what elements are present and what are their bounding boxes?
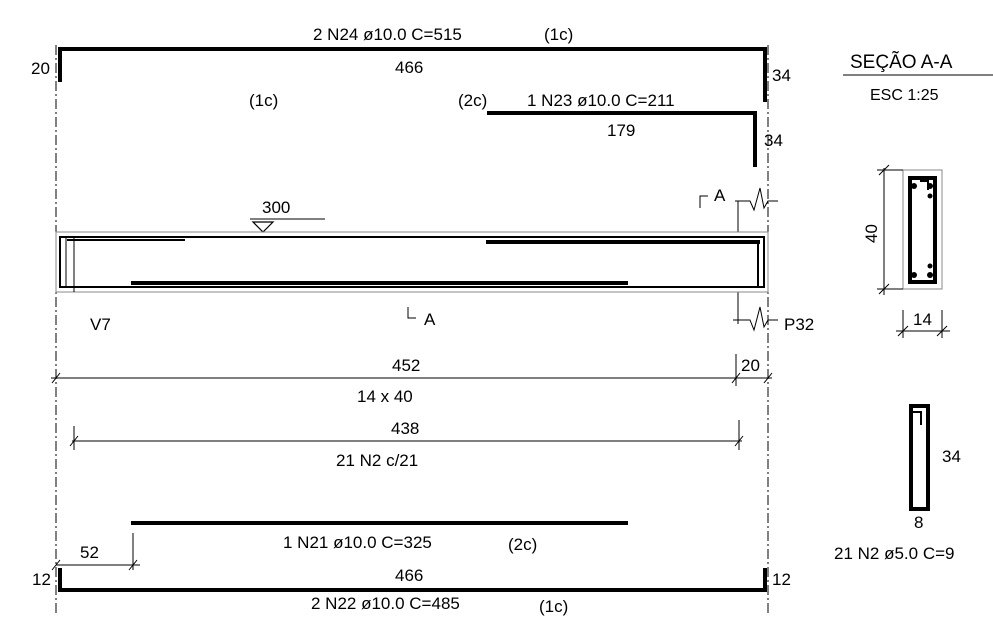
support-name: P32 bbox=[784, 315, 814, 334]
bar-n23-length: 179 bbox=[607, 121, 635, 140]
top-layer-note: (1c) bbox=[249, 91, 278, 110]
section-size-label: 14 x 40 bbox=[357, 387, 413, 406]
bar-n22-hook-left: 12 bbox=[32, 570, 51, 589]
bar-n24-hook-left: 20 bbox=[31, 59, 50, 78]
section-a-a: SEÇÃO A-A ESC 1:25 40 14 bbox=[843, 51, 993, 338]
stirrup-shape: 34 8 21 N2 ø5.0 C=9 bbox=[834, 406, 961, 563]
section-cut-bottom-bracket bbox=[408, 307, 416, 318]
bar-n23-layer: (2c) bbox=[458, 91, 487, 110]
section-scale: ESC 1:25 bbox=[870, 87, 939, 104]
stirrup-shape-outline bbox=[911, 406, 928, 509]
bar-n21-offset: 52 bbox=[80, 543, 99, 562]
section-cut-top-bracket bbox=[700, 196, 708, 208]
level-mark-value: 300 bbox=[262, 198, 290, 217]
span-value: 452 bbox=[392, 356, 420, 375]
stirrup-outline bbox=[60, 237, 764, 287]
beam-outline bbox=[56, 232, 768, 292]
section-bar-bottom-right bbox=[927, 272, 933, 278]
support-width-value: 20 bbox=[741, 356, 760, 375]
bar-n24-hook-right: 34 bbox=[772, 66, 791, 85]
section-bar-top-left bbox=[911, 183, 917, 189]
bar-n23-label: 1 N23 ø10.0 C=211 bbox=[527, 91, 675, 110]
level-mark-triangle bbox=[253, 222, 273, 232]
stirrup-zone-value: 438 bbox=[391, 419, 419, 438]
bar-n21: 1 N21 ø10.0 C=325 (2c) 52 bbox=[52, 523, 626, 570]
column-break-bottom bbox=[733, 307, 778, 330]
section-height-value: 40 bbox=[862, 224, 881, 243]
level-mark: 300 bbox=[250, 198, 325, 232]
span-dimension: 452 20 14 x 40 bbox=[51, 354, 772, 406]
bar-n24-length: 466 bbox=[395, 58, 423, 77]
section-bar-bottom-left bbox=[911, 272, 917, 278]
bar-n23: (2c) 1 N23 ø10.0 C=211 179 34 bbox=[458, 91, 783, 165]
column-break-top bbox=[735, 188, 778, 210]
stirrup-zone-dimension: 438 21 N2 c/21 bbox=[70, 419, 743, 470]
section-bar-top-right bbox=[927, 183, 933, 189]
section-bar-top-second bbox=[928, 194, 933, 199]
stirrup-label: 21 N2 ø5.0 C=9 bbox=[834, 544, 955, 563]
bar-n22: 466 12 12 2 N22 ø10.0 C=485 (1c) bbox=[32, 566, 791, 616]
bar-n23-hook: 34 bbox=[764, 131, 783, 150]
bar-n21-label: 1 N21 ø10.0 C=325 bbox=[283, 533, 432, 552]
section-cut-bottom: A bbox=[408, 307, 436, 329]
bar-n22-hook-right: 12 bbox=[772, 570, 791, 589]
section-title: SEÇÃO A-A bbox=[850, 51, 953, 73]
beam-name: V7 bbox=[90, 315, 111, 334]
section-cut-bottom-letter: A bbox=[424, 310, 436, 329]
section-cut-top: A bbox=[700, 186, 726, 208]
section-bar-bottom-second bbox=[928, 264, 933, 269]
section-width-value: 14 bbox=[913, 310, 932, 329]
bar-n24: 2 N24 ø10.0 C=515 (1c) 466 20 34 bbox=[31, 25, 791, 100]
stirrup-height: 34 bbox=[942, 447, 961, 466]
bar-n22-label: 2 N22 ø10.0 C=485 bbox=[311, 594, 460, 613]
section-stirrup-hook bbox=[920, 181, 928, 190]
bar-n24-label: 2 N24 ø10.0 C=515 bbox=[313, 25, 462, 44]
bar-n22-layer: (1c) bbox=[539, 597, 568, 616]
bar-n22-length: 466 bbox=[395, 566, 423, 585]
bar-n24-layer: (1c) bbox=[544, 25, 573, 44]
bar-n21-layer: (2c) bbox=[508, 535, 537, 554]
stirrup-width: 8 bbox=[914, 513, 923, 532]
stirrup-spacing-label: 21 N2 c/21 bbox=[336, 451, 418, 470]
section-cut-top-letter: A bbox=[714, 186, 726, 205]
